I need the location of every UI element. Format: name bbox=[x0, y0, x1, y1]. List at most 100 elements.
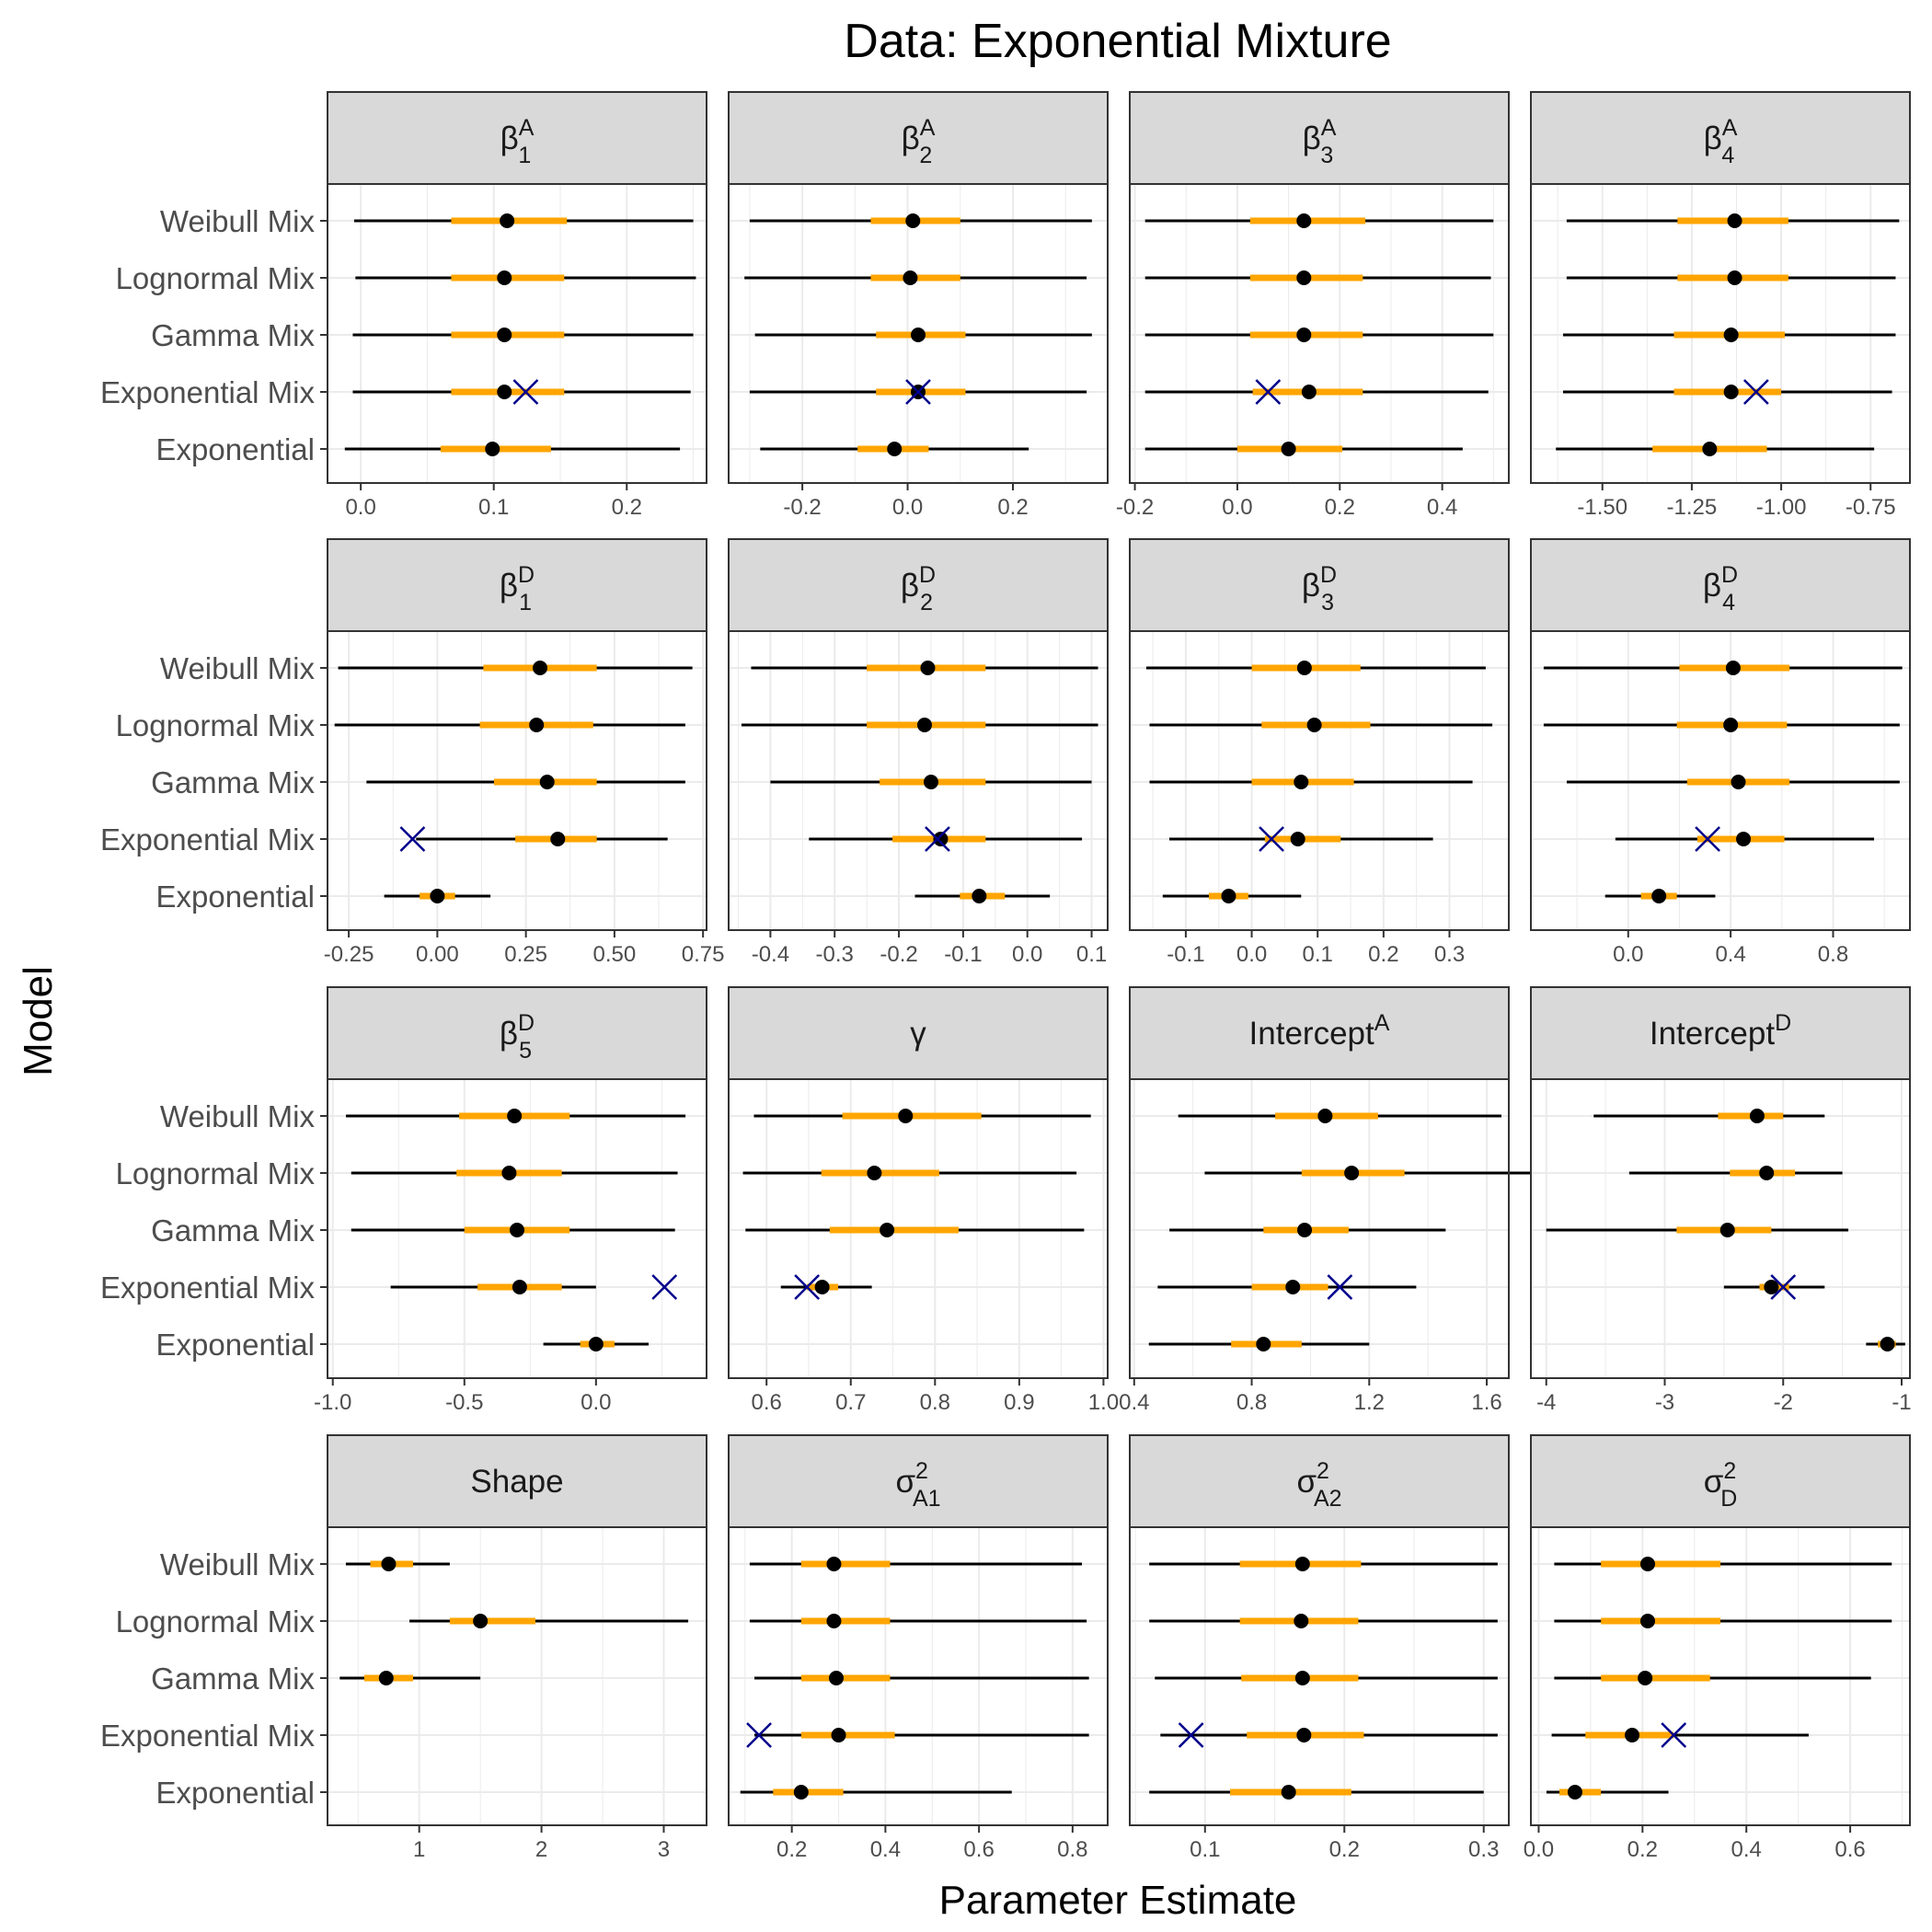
estimate-point-exponential-mix bbox=[1625, 1728, 1640, 1742]
x-tick-label: 0.0 bbox=[581, 1390, 611, 1415]
panel-border bbox=[728, 630, 1109, 931]
facet-panel-2: βA 2 -0.2 0.0 0.2 bbox=[728, 91, 1109, 520]
x-tick-label: 0.4 bbox=[1731, 1837, 1762, 1862]
y-tick-label-exponential-mix: Exponential Mix bbox=[100, 1719, 315, 1753]
true-value-marker bbox=[794, 1274, 821, 1300]
x-tick-label: 1.6 bbox=[1471, 1390, 1501, 1415]
true-value-stroke bbox=[905, 379, 931, 405]
y-tick-label-lognormal-mix: Lognormal Mix bbox=[116, 261, 316, 295]
x-tick-label: 0.7 bbox=[835, 1390, 866, 1415]
true-value-marker bbox=[1327, 1274, 1353, 1300]
estimate-point-lognormal-mix bbox=[1296, 270, 1312, 285]
panel-border bbox=[1530, 1078, 1911, 1379]
strip-header bbox=[1530, 538, 1911, 632]
x-tick-label: 0.2 bbox=[1325, 495, 1355, 520]
x-tick-label: -0.2 bbox=[880, 942, 917, 967]
x-tick-label: -1 bbox=[1892, 1390, 1911, 1415]
x-tick-label: 0.1 bbox=[1303, 942, 1333, 967]
x-tick-label: -1.0 bbox=[314, 1390, 351, 1415]
true-value-stroke bbox=[651, 1274, 678, 1300]
panel-border bbox=[1530, 1526, 1911, 1826]
y-tick-label-lognormal-mix: Lognormal Mix bbox=[116, 1604, 316, 1639]
estimate-point-exponential bbox=[793, 1785, 809, 1800]
facet-panel-4: βA 4 -1.50 -1.25 -1.00 -0.75 bbox=[1530, 91, 1911, 520]
true-value-stroke bbox=[1770, 1274, 1797, 1300]
strip-label: Shape bbox=[470, 1464, 563, 1500]
estimate-point-weibull-mix bbox=[507, 1109, 523, 1123]
strip-header bbox=[327, 91, 707, 185]
x-tick-label: 0.75 bbox=[682, 942, 725, 967]
estimate-point-weibull-mix bbox=[1296, 213, 1312, 228]
estimate-point-weibull-mix bbox=[1639, 1557, 1655, 1571]
true-value-marker bbox=[1742, 379, 1769, 405]
true-value-marker bbox=[746, 1722, 772, 1748]
estimate-point-weibull-mix bbox=[905, 213, 921, 228]
estimate-point-weibull-mix bbox=[898, 1109, 914, 1123]
x-tick-label: 0.0 bbox=[1613, 942, 1643, 967]
chart-title: Data: Exponential Mixture bbox=[844, 15, 1391, 68]
strip-header bbox=[728, 91, 1109, 185]
estimate-point-exponential bbox=[1256, 1337, 1271, 1351]
estimate-point-weibull-mix bbox=[1296, 661, 1312, 675]
estimate-point-gamma-mix bbox=[510, 1223, 524, 1237]
strip-label: InterceptD bbox=[1650, 1010, 1791, 1052]
true-value-stroke bbox=[794, 1274, 821, 1300]
panel-border bbox=[728, 1078, 1109, 1379]
estimate-point-gamma-mix bbox=[1638, 1671, 1653, 1685]
strip-label: βD 4 bbox=[1703, 562, 1738, 615]
strip-label: βD 3 bbox=[1302, 562, 1337, 615]
estimate-point-gamma-mix bbox=[1731, 775, 1746, 789]
estimate-point-gamma-mix bbox=[880, 1223, 895, 1237]
estimate-point-lognormal-mix bbox=[497, 270, 512, 285]
estimate-point-weibull-mix bbox=[1317, 1109, 1333, 1123]
facet-panels: βA 1 0.0 0.1 0.2 Weibull Mix Lognormal Mix Gamm… bbox=[100, 91, 1912, 1862]
x-tick-label: -1.00 bbox=[1756, 495, 1807, 520]
strip-label: βD 1 bbox=[500, 562, 535, 615]
x-tick-label: 1 bbox=[413, 1837, 425, 1862]
strip-header bbox=[728, 986, 1109, 1080]
x-tick-label: -0.2 bbox=[783, 495, 821, 520]
panel-border bbox=[728, 1526, 1109, 1826]
estimate-point-weibull-mix bbox=[826, 1557, 842, 1571]
x-tick-label: 0.6 bbox=[963, 1837, 994, 1862]
strip-label: InterceptA bbox=[1249, 1010, 1390, 1052]
true-value-marker bbox=[1255, 379, 1282, 405]
estimate-point-exponential-mix bbox=[1764, 1280, 1779, 1294]
x-tick-label: 0.6 bbox=[752, 1390, 782, 1415]
estimate-point-lognormal-mix bbox=[916, 718, 932, 732]
estimate-point-exponential bbox=[1880, 1337, 1895, 1351]
true-value-marker bbox=[905, 379, 931, 405]
estimate-point-gamma-mix bbox=[1723, 328, 1739, 342]
estimate-point-weibull-mix bbox=[1727, 213, 1742, 228]
estimate-point-lognormal-mix bbox=[1306, 718, 1322, 732]
x-tick-label: -0.1 bbox=[944, 942, 982, 967]
estimate-point-weibull-mix bbox=[500, 213, 515, 228]
true-value-stroke bbox=[1661, 1722, 1687, 1748]
panel-border bbox=[1129, 1078, 1510, 1379]
x-tick-label: 0.6 bbox=[1834, 1837, 1865, 1862]
estimate-point-exponential bbox=[430, 889, 445, 903]
strip-header bbox=[1129, 91, 1510, 185]
panel-border bbox=[1129, 183, 1510, 484]
facet-panel-14: σ2 A1 0.2 0.4 0.6 0.8 bbox=[728, 1434, 1109, 1862]
estimate-point-exponential bbox=[887, 442, 903, 456]
estimate-point-lognormal-mix bbox=[1639, 1614, 1655, 1628]
y-tick-label-exponential: Exponential bbox=[156, 1776, 315, 1810]
x-tick-label: -0.4 bbox=[752, 942, 789, 967]
x-tick-label: 0.00 bbox=[416, 942, 459, 967]
estimate-point-gamma-mix bbox=[1294, 1671, 1310, 1685]
estimate-point-lognormal-mix bbox=[1344, 1166, 1360, 1180]
strip-header bbox=[327, 538, 707, 632]
true-value-marker bbox=[1178, 1722, 1204, 1748]
estimate-point-lognormal-mix bbox=[1759, 1166, 1775, 1180]
y-tick-label-exponential: Exponential bbox=[156, 880, 315, 914]
estimate-point-lognormal-mix bbox=[473, 1614, 489, 1628]
x-tick-label: 0.4 bbox=[1715, 942, 1745, 967]
estimate-point-weibull-mix bbox=[1749, 1109, 1765, 1123]
true-value-marker bbox=[1770, 1274, 1797, 1300]
true-value-stroke bbox=[1178, 1722, 1204, 1748]
x-tick-label: -0.2 bbox=[1116, 495, 1154, 520]
estimate-point-gamma-mix bbox=[539, 775, 555, 789]
x-tick-label: -1.50 bbox=[1577, 495, 1627, 520]
estimate-point-lognormal-mix bbox=[1727, 270, 1742, 285]
